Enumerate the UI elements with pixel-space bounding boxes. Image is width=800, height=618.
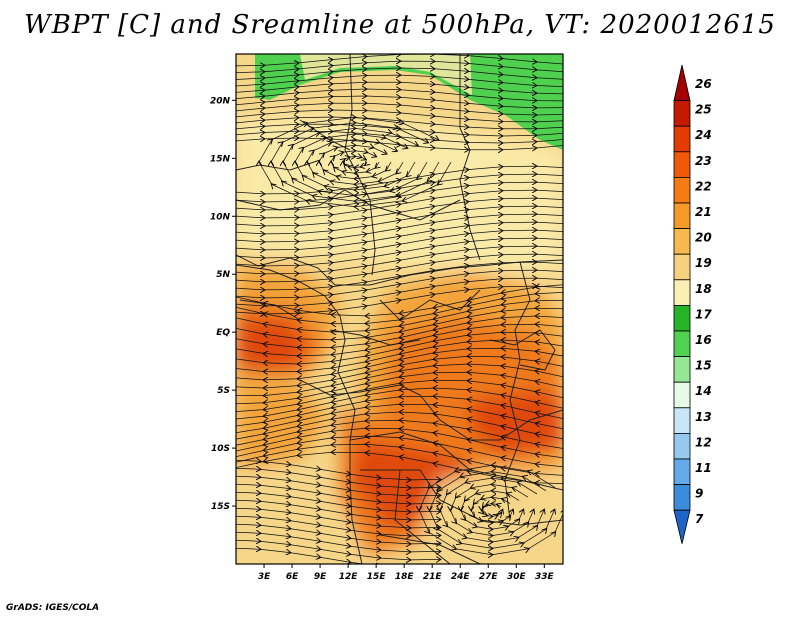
colorbar-segment xyxy=(673,330,691,358)
colorbar-label: 25 xyxy=(695,103,712,117)
lon-tick-label: 15E xyxy=(367,572,387,582)
colorbar-segment xyxy=(673,228,691,255)
streamlines xyxy=(236,54,563,564)
colorbar: 26 25 24 23 22 21 20 19 18 17 16 15 14 13 12 11 9 7 xyxy=(673,64,712,544)
colorbar-segment xyxy=(673,484,691,511)
lat-tick-label: 15S xyxy=(211,502,230,512)
colorbar-label: 15 xyxy=(695,359,712,373)
colorbar-label: 16 xyxy=(695,333,712,347)
lon-tick-label: 27E xyxy=(479,572,499,582)
lon-tick-label: 3E xyxy=(258,572,271,582)
streamline xyxy=(236,548,440,564)
lon-tick-label: 6E xyxy=(286,572,299,582)
colorbar-label: 17 xyxy=(695,307,712,321)
lon-tick-label: 24E xyxy=(451,572,471,582)
longitude-axis: 3E 6E 9E 12E 15E 18E 21E 24E 27E 30E 33E xyxy=(258,564,555,582)
lon-tick-label: 21E xyxy=(423,572,443,582)
colorbar-segment xyxy=(673,176,691,204)
lat-tick-label: 5S xyxy=(217,386,230,396)
colorbar-label: 20 xyxy=(695,231,712,245)
colorbar-segment xyxy=(673,356,691,383)
colorbar-segment xyxy=(673,253,691,281)
shade-yellow-se xyxy=(420,470,563,564)
colorbar-label: 14 xyxy=(695,384,712,398)
colorbar-segment xyxy=(673,125,691,153)
colorbar-label: 22 xyxy=(695,179,712,193)
colorbar-label: 13 xyxy=(695,410,712,424)
colorbar-label: 23 xyxy=(695,154,712,168)
chart-title: WBPT [C] and Sreamline at 500hPa, VT: 20… xyxy=(24,10,776,40)
colorbar-label: 9 xyxy=(695,487,703,501)
lon-tick-label: 18E xyxy=(395,572,415,582)
colorbar-segment xyxy=(673,100,691,127)
latitude-axis: 20N 15N 10N 5N EQ 5S 10S 15S xyxy=(210,96,236,512)
colorbar-segment xyxy=(673,151,691,178)
colorbar-segment xyxy=(673,381,691,409)
lon-tick-label: 9E xyxy=(314,572,327,582)
lat-tick-label: 5N xyxy=(216,270,230,280)
map-frame xyxy=(235,53,564,565)
colorbar-label: 18 xyxy=(695,282,712,296)
colorbar-cap-bottom xyxy=(673,509,691,544)
colorbar-segment xyxy=(673,432,691,460)
colorbar-cap-top xyxy=(673,64,691,101)
colorbar-label: 19 xyxy=(695,256,712,270)
colorbar-label: 26 xyxy=(695,77,712,91)
lon-tick-label: 33E xyxy=(535,572,555,582)
lat-tick-label: 20N xyxy=(210,96,231,106)
colorbar-segment xyxy=(673,202,691,230)
lat-tick-label: 15N xyxy=(210,154,231,164)
lat-tick-label: 10S xyxy=(211,444,230,454)
colorbar-segment xyxy=(673,458,691,486)
map-plot-area xyxy=(236,54,563,564)
colorbar-label: 21 xyxy=(695,205,712,219)
colorbar-segment xyxy=(673,279,691,306)
colorbar-label: 12 xyxy=(695,435,712,449)
colorbar-segment xyxy=(673,304,691,332)
colorbar-label: 7 xyxy=(695,512,704,526)
lat-tick-label: 10N xyxy=(210,212,231,222)
colorbar-label: 24 xyxy=(695,128,712,142)
colorbar-segment xyxy=(673,407,691,434)
lon-tick-label: 30E xyxy=(507,572,527,582)
lat-tick-label: EQ xyxy=(216,328,230,338)
colorbar-label: 11 xyxy=(695,461,712,475)
lon-tick-label: 12E xyxy=(339,572,359,582)
footer-credit: GrADS: IGES/COLA xyxy=(6,603,100,613)
